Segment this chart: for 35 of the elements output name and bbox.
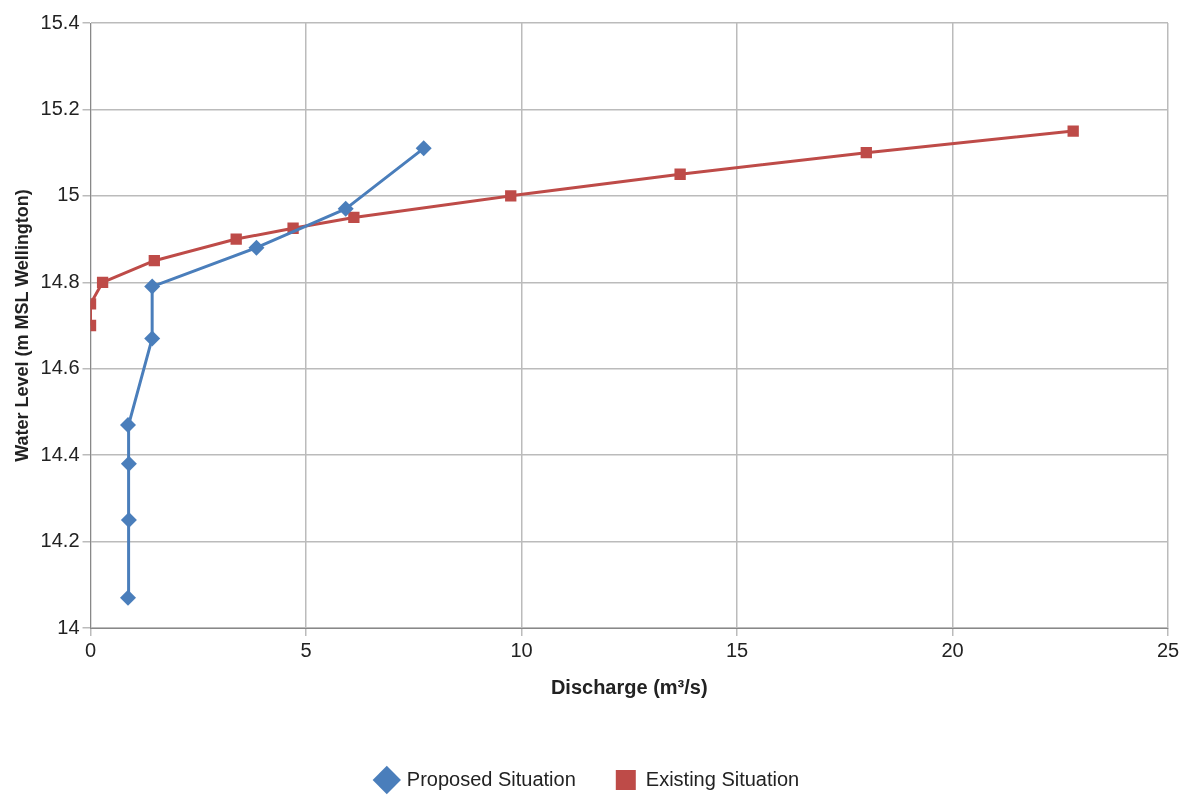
point	[144, 330, 161, 347]
point	[148, 255, 160, 267]
x-tick-label: 20	[941, 638, 964, 661]
y-tick-label: 14.6	[40, 356, 80, 379]
point	[120, 455, 137, 472]
point	[120, 511, 137, 528]
point	[337, 200, 354, 217]
point	[674, 168, 686, 180]
point	[348, 211, 360, 224]
point	[144, 278, 161, 295]
point	[505, 190, 517, 202]
y-tick-label: 14	[57, 615, 80, 638]
point	[1067, 125, 1079, 137]
point	[230, 233, 242, 245]
x-tick-label: 25	[1156, 638, 1180, 661]
point	[860, 146, 872, 159]
x-tick-label: 10	[510, 638, 533, 661]
legend-label: Proposed Situation	[406, 767, 576, 790]
x-tick-label: 0	[84, 638, 97, 661]
y-axis-title: Water Level (m MSL Wellington)	[11, 189, 32, 462]
x-axis-title: Discharge (m³/s)	[550, 675, 708, 698]
y-tick-label: 15.2	[40, 96, 80, 119]
x-tick-label: 15	[725, 638, 749, 661]
legend-label: Existing Situation	[645, 767, 800, 790]
point	[120, 589, 137, 606]
point	[415, 140, 432, 157]
point	[248, 239, 265, 256]
y-tick-label: 15.4	[40, 10, 80, 33]
y-tick-label: 14.4	[40, 442, 80, 465]
y-tick-label: 14.2	[40, 529, 80, 552]
point	[96, 276, 109, 288]
point	[120, 416, 137, 433]
y-tick-label: 14.8	[40, 269, 80, 292]
y-tick-label: 15	[57, 183, 80, 206]
x-tick-label: 5	[300, 638, 312, 661]
